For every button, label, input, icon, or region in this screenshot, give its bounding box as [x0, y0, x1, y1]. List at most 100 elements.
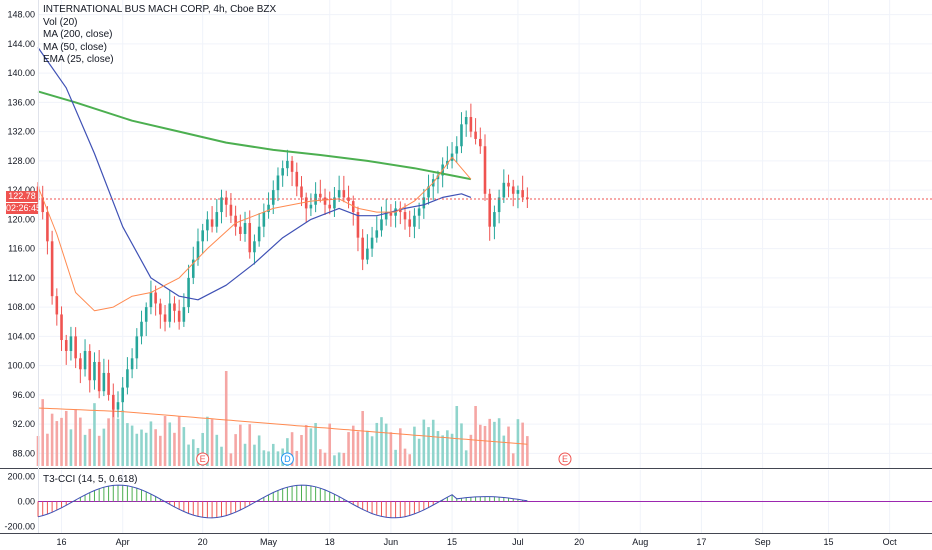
candle [446, 146, 449, 169]
time-tick-label: Sep [755, 537, 771, 547]
candle [69, 326, 73, 361]
candle [309, 193, 313, 217]
candle [281, 160, 284, 187]
volume-bar [267, 451, 270, 466]
candle-body [493, 212, 496, 227]
candle [206, 211, 209, 242]
candle-body [243, 223, 247, 234]
volume-bar [422, 419, 426, 466]
candle [140, 310, 143, 345]
volume-bar [474, 406, 477, 466]
candle [479, 127, 482, 154]
candle [93, 352, 96, 390]
candle-body [342, 190, 346, 198]
candle [187, 264, 190, 314]
volume-bar [177, 416, 181, 466]
candle-body [483, 146, 487, 194]
dividend-marker-label: D [284, 454, 291, 464]
price-tick-label: 148.00 [7, 10, 35, 20]
volume-bar [149, 421, 153, 466]
volume-bar [511, 453, 515, 466]
volume-bar [323, 452, 327, 466]
candle [351, 195, 355, 226]
candle-body [502, 182, 506, 198]
candle-body [253, 241, 256, 253]
candle [224, 190, 228, 218]
volume-bar [304, 424, 308, 466]
legend-ma200[interactable]: MA (200, close) [43, 29, 113, 41]
volume-bar [107, 418, 110, 466]
volume-bar [182, 427, 186, 466]
candle [144, 302, 148, 337]
candle-body [210, 219, 214, 227]
candle-body [50, 241, 54, 297]
volume-bar [455, 406, 459, 466]
candle-body [464, 117, 468, 125]
candle-body [290, 160, 294, 172]
candle [215, 199, 219, 233]
candle-body [262, 212, 266, 227]
candle [483, 134, 487, 201]
volume-bar [389, 432, 393, 466]
volume-bar [370, 436, 374, 466]
candle [220, 189, 223, 224]
legend-ema25[interactable]: EMA (25, close) [43, 54, 114, 66]
candle-body [88, 351, 92, 381]
volume-bar [436, 431, 440, 466]
price-tick-label: 136.00 [7, 97, 35, 107]
volume-bar [446, 430, 449, 466]
volume-bar [479, 424, 482, 466]
candle-body [436, 175, 440, 180]
candle [121, 377, 124, 411]
volume-bar [309, 428, 313, 466]
candle-body [304, 197, 308, 209]
price-tick-label: 124.00 [7, 185, 35, 195]
volume-bar [413, 426, 416, 466]
volume-bar [220, 446, 223, 466]
candle [304, 192, 308, 223]
candle [50, 230, 54, 305]
candle [55, 288, 59, 326]
volume-bar [111, 398, 115, 466]
candle-body [271, 190, 275, 205]
candle [389, 204, 393, 227]
volume-bar [163, 416, 167, 466]
candle [455, 136, 459, 163]
candle-body [286, 160, 289, 169]
candle-body [479, 138, 482, 147]
legend-ma50[interactable]: MA (50, close) [43, 41, 107, 53]
volume-bar [74, 409, 77, 466]
candle [497, 189, 501, 224]
cci-tick-label: -200.00 [4, 522, 35, 532]
candle [333, 186, 336, 217]
legend-volume[interactable]: Vol (20) [43, 16, 78, 28]
candle [229, 193, 233, 224]
candle-body [55, 296, 59, 315]
volume-bar [375, 422, 379, 466]
time-tick-label: Jun [384, 537, 399, 547]
candle-body [177, 310, 181, 322]
cci-legend[interactable]: T3-CCI (14, 5, 0.618) [43, 474, 138, 485]
volume-bar [516, 419, 520, 466]
candle [130, 348, 134, 379]
volume-bar [154, 429, 157, 466]
candle [399, 201, 402, 225]
price-tick-label: 88.00 [12, 448, 35, 458]
candle [168, 290, 172, 328]
candle-body [93, 361, 96, 381]
volume-bar [408, 454, 412, 466]
candle [403, 203, 407, 230]
candle [521, 175, 524, 203]
candle-body [257, 226, 261, 242]
last-price-label: 122.78 [6, 191, 38, 202]
candle-body [427, 186, 430, 198]
candle [370, 226, 374, 257]
candle [201, 223, 204, 254]
candle [182, 293, 186, 327]
volume-bar [431, 419, 435, 466]
earnings-marker [558, 452, 572, 466]
candle-body [154, 292, 157, 304]
candle-body [74, 336, 77, 359]
candle-body [187, 277, 190, 308]
